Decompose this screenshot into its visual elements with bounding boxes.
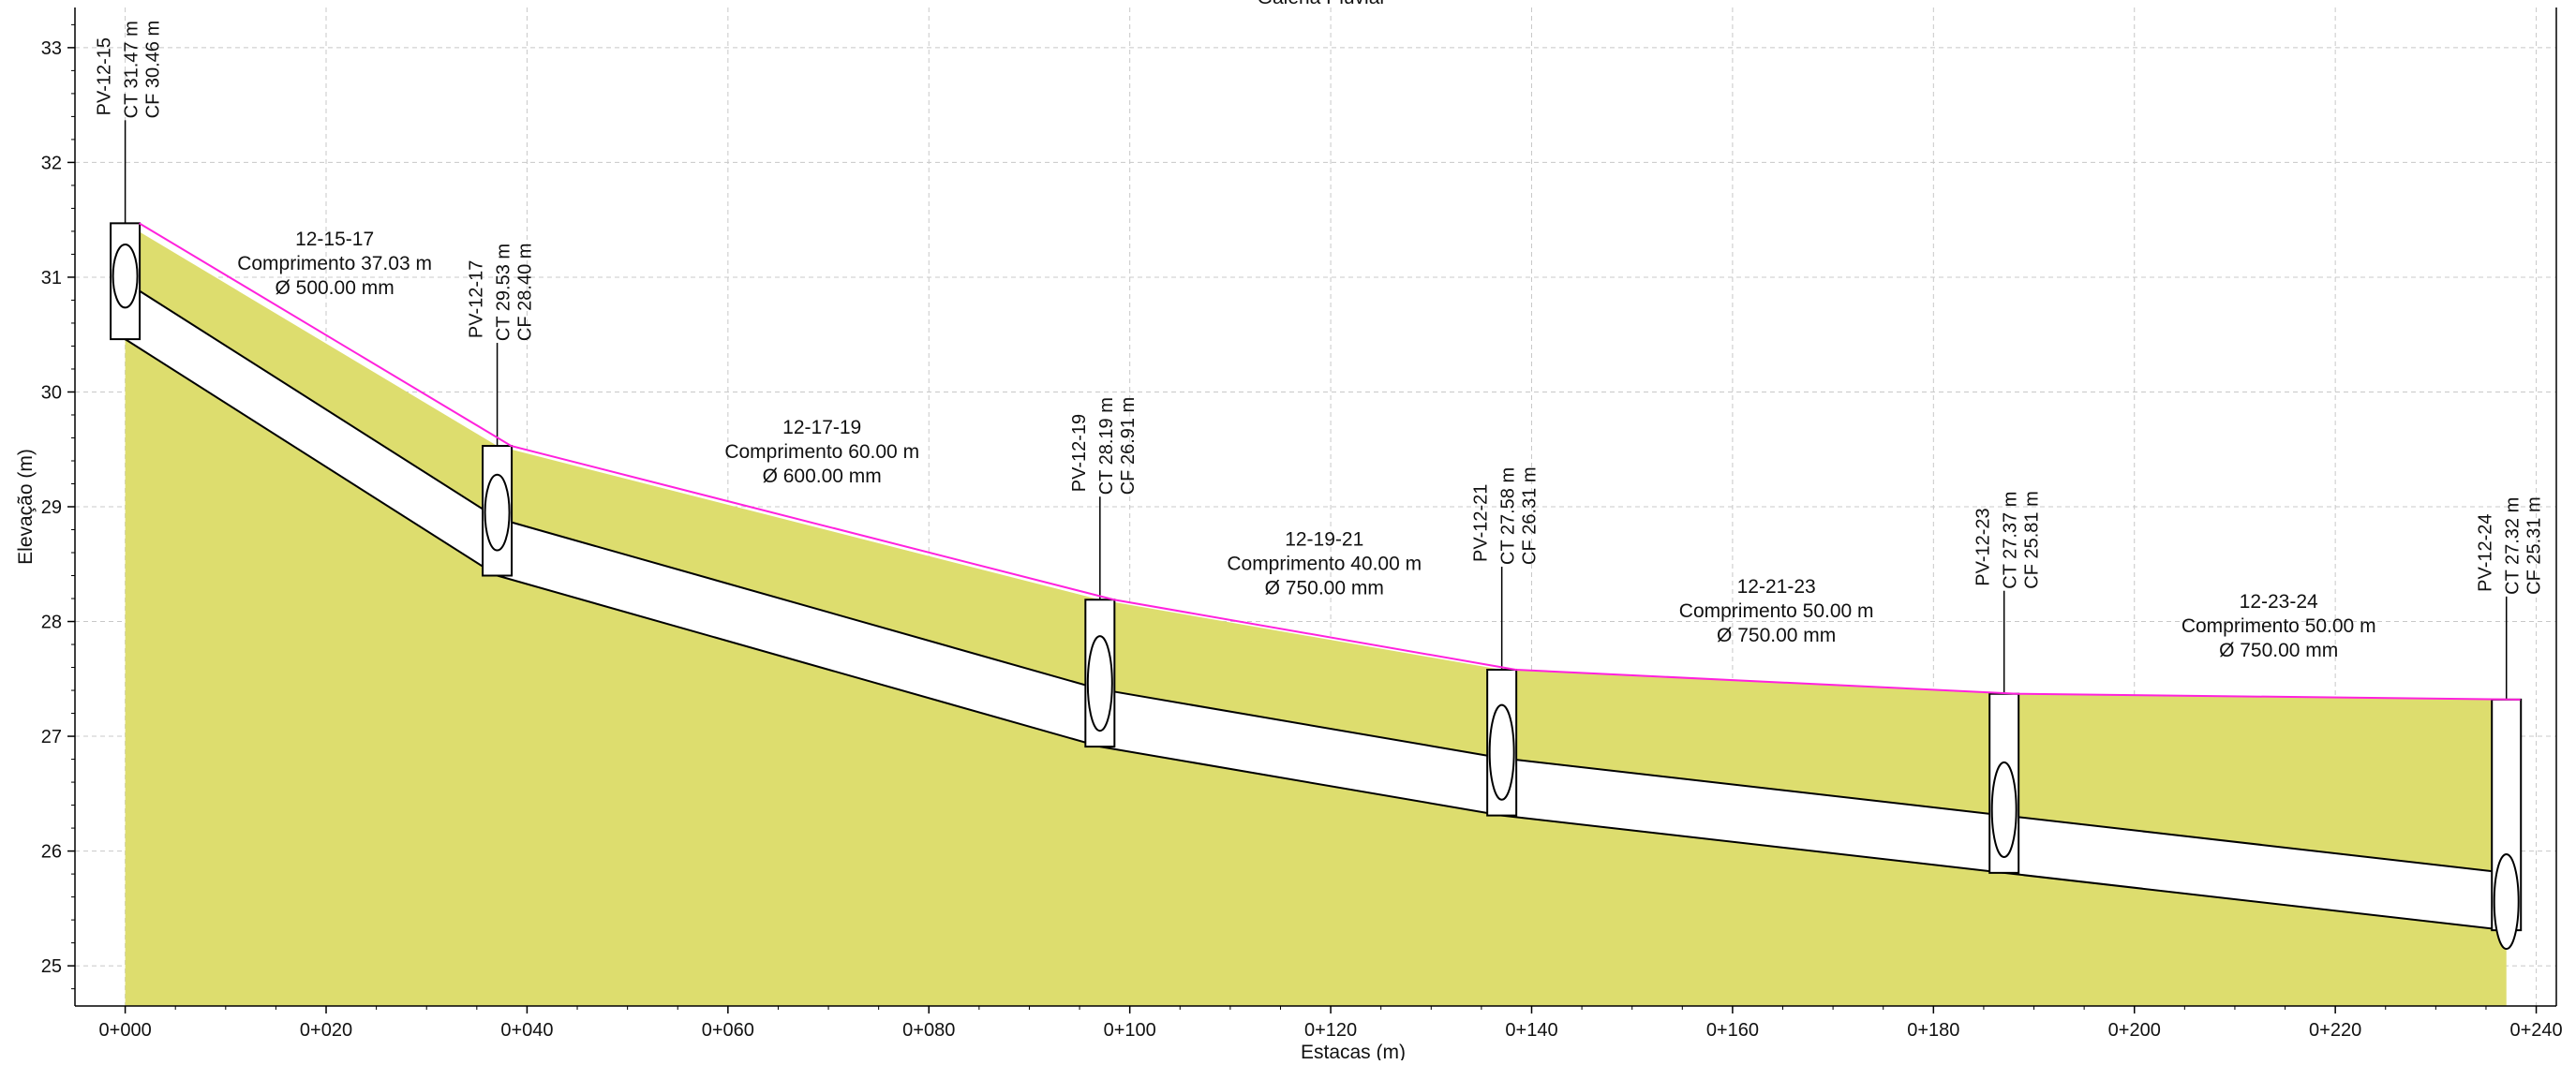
manhole-pipe-ellipse — [1086, 635, 1113, 732]
pipe-band — [1099, 688, 1502, 816]
y-tick-label: 32 — [41, 153, 62, 173]
pipe-length-label: Comprimento 40.00 m — [1227, 554, 1422, 575]
manhole-ct-label: CT 27.58 m — [1498, 467, 1519, 565]
pipe-length-label: Comprimento 50.00 m — [2181, 615, 2376, 637]
pipe-invert-line — [2003, 871, 2507, 932]
manhole-cf-label: CF 26.91 m — [1118, 397, 1139, 495]
pipe-invert-line — [1099, 746, 1502, 817]
y-tick-label: 26 — [41, 842, 62, 863]
chart-title: Galeria Pluvial — [1258, 0, 1384, 8]
y-tick-label: 29 — [41, 497, 62, 518]
manhole-pipe-ellipse — [112, 244, 139, 309]
y-tick-label: 25 — [41, 956, 62, 977]
x-tick-label: 0+200 — [2108, 1020, 2161, 1041]
x-tick-label: 0+000 — [99, 1020, 152, 1041]
manhole-name-label: PV-12-21 — [1471, 484, 1492, 562]
y-tick-label: 30 — [41, 382, 62, 403]
x-tick-label: 0+220 — [2309, 1020, 2361, 1041]
manhole-cf-label: CF 25.81 m — [2022, 491, 2043, 588]
x-axis-title: Estacas (m) — [1301, 1042, 1406, 1060]
y-tick-label: 28 — [41, 613, 62, 633]
pipe-length-label: Comprimento 37.03 m — [237, 253, 432, 274]
manhole-name-label: PV-12-15 — [95, 37, 115, 115]
pipe-diameter-label: Ø 500.00 mm — [275, 277, 394, 299]
x-tick-label: 0+240 — [2509, 1020, 2562, 1041]
x-tick-label: 0+040 — [500, 1020, 553, 1041]
pipe-band — [2003, 815, 2507, 931]
manhole-cf-label: CF 28.40 m — [515, 244, 536, 341]
manhole-ct-label: CT 28.19 m — [1096, 397, 1117, 495]
manhole-name-label: PV-12-23 — [1973, 508, 1994, 585]
y-axis-title: Elevação (m) — [15, 449, 37, 565]
pipe-name-label: 12-21-23 — [1737, 576, 1816, 598]
x-tick-label: 0+100 — [1104, 1020, 1156, 1041]
y-tick-label: 31 — [41, 268, 62, 288]
y-tick-label: 27 — [41, 727, 62, 747]
manhole-ct-label: CT 27.32 m — [2503, 497, 2524, 595]
manhole-pipe-ellipse — [1488, 703, 1515, 801]
y-tick-label: 33 — [41, 38, 62, 59]
manhole-name-label: PV-12-19 — [1069, 414, 1090, 492]
manhole-pipe-ellipse — [2493, 852, 2520, 951]
x-tick-label: 0+160 — [1706, 1020, 1759, 1041]
manhole-ct-label: CT 31.47 m — [122, 21, 142, 118]
pipe-crown-line — [497, 517, 1101, 690]
pipe-crown-line — [1099, 688, 1502, 760]
pipe-name-label: 12-19-21 — [1285, 529, 1363, 551]
manhole-name-label: PV-12-17 — [467, 260, 487, 338]
pipe-diameter-label: Ø 750.00 mm — [1265, 578, 1384, 599]
manhole-name-label: PV-12-24 — [2476, 513, 2496, 591]
pipe-invert-line — [125, 338, 499, 577]
pipe-band — [125, 281, 498, 576]
pipe-diameter-label: Ø 750.00 mm — [2219, 640, 2338, 661]
pipe-name-label: 12-17-19 — [782, 417, 861, 438]
pipe-name-label: 12-15-17 — [295, 229, 374, 250]
pipe-length-label: Comprimento 50.00 m — [1679, 600, 1874, 622]
pipe-invert-line — [497, 574, 1101, 748]
pipe-diameter-label: Ø 750.00 mm — [1717, 625, 1836, 646]
x-tick-label: 0+140 — [1505, 1020, 1557, 1041]
ground-line — [139, 222, 2521, 701]
manhole-cf-label: CF 25.31 m — [2524, 496, 2545, 594]
pipe-length-label: Comprimento 60.00 m — [724, 441, 919, 463]
manhole-ct-label: CT 27.37 m — [2001, 492, 2021, 589]
x-tick-label: 0+020 — [300, 1020, 352, 1041]
manhole-pipe-ellipse — [484, 473, 511, 552]
pipe-name-label: 12-23-24 — [2240, 591, 2318, 613]
pipe-crown-line — [2003, 814, 2507, 874]
x-tick-label: 0+120 — [1304, 1020, 1357, 1041]
pipe-band — [497, 518, 1100, 747]
pipe-band — [1501, 758, 2004, 873]
manhole-cf-label: CF 30.46 m — [143, 21, 164, 118]
x-tick-label: 0+180 — [1907, 1020, 1959, 1041]
x-tick-label: 0+080 — [902, 1020, 955, 1041]
pipe-diameter-label: Ø 600.00 mm — [763, 466, 882, 487]
manhole-pipe-ellipse — [1990, 761, 2018, 859]
manhole-ct-label: CT 29.53 m — [494, 244, 514, 341]
pipe-invert-line — [1501, 814, 2004, 874]
manhole-cf-label: CF 26.31 m — [1520, 467, 1541, 565]
pipe-crown-line — [125, 280, 499, 520]
pipe-crown-line — [1501, 757, 2004, 817]
x-tick-label: 0+060 — [702, 1020, 754, 1041]
